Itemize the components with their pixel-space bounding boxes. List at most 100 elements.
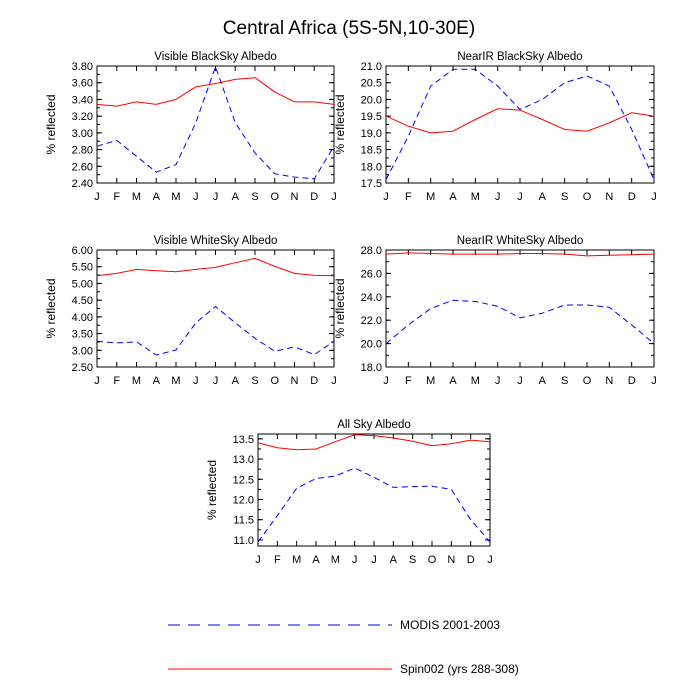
series-spin002-yrs-288-308- bbox=[385, 108, 655, 134]
x-tick-label: M bbox=[426, 191, 435, 203]
y-tick-label: 17.5 bbox=[361, 178, 382, 190]
x-tick-label: O bbox=[583, 191, 592, 203]
legend-item: Spin002 (yrs 288-308) bbox=[168, 662, 519, 676]
y-tick-label: 2.40 bbox=[72, 178, 93, 190]
legend-item: MODIS 2001-2003 bbox=[168, 618, 500, 632]
y-tick-label: 12.0 bbox=[233, 495, 254, 507]
y-tick-label: 21.0 bbox=[361, 61, 382, 73]
x-tick-label: N bbox=[605, 375, 613, 387]
panel-3: Visible WhiteSky Albedo % reflected 2.50 3.… bbox=[44, 235, 337, 387]
x-tick-label: J bbox=[331, 191, 337, 203]
y-tick-label: 3.00 bbox=[72, 345, 93, 357]
panel-title: NearIR WhiteSky Albedo bbox=[457, 235, 584, 247]
x-tick-label: N bbox=[291, 191, 299, 203]
y-tick-label: 24.0 bbox=[361, 292, 382, 304]
x-tick-label: N bbox=[291, 375, 299, 387]
x-tick-label: J bbox=[487, 554, 493, 566]
x-tick-label: J bbox=[193, 375, 199, 387]
legend-label: Spin002 (yrs 288-308) bbox=[400, 662, 519, 676]
x-tick-label: J bbox=[371, 554, 377, 566]
y-tick-label: 11.5 bbox=[233, 515, 254, 527]
y-tick-label: 20.5 bbox=[361, 78, 382, 90]
x-tick-label: J bbox=[213, 375, 219, 387]
x-tick-label: A bbox=[449, 191, 457, 203]
x-tick-label: N bbox=[605, 191, 613, 203]
series-line bbox=[96, 305, 335, 356]
x-tick-label: F bbox=[274, 554, 281, 566]
y-axis-label: % reflected bbox=[44, 278, 58, 338]
y-tick-label: 19.0 bbox=[361, 128, 382, 140]
panel-title: All Sky Albedo bbox=[337, 419, 411, 431]
y-tick-label: 3.40 bbox=[72, 94, 93, 106]
y-tick-label: 5.50 bbox=[72, 262, 93, 274]
x-tick-label: O bbox=[270, 191, 279, 203]
panel-2: NearIR BlackSky Albedo % reflected 17.5 18.… bbox=[333, 51, 657, 203]
x-tick-label: J bbox=[255, 554, 261, 566]
series-spin002-yrs-288-308- bbox=[96, 257, 335, 277]
x-tick-label: M bbox=[132, 191, 141, 203]
x-tick-label: O bbox=[428, 554, 437, 566]
x-tick-label: J bbox=[383, 191, 389, 203]
y-tick-label: 12.5 bbox=[233, 474, 254, 486]
x-tick-label: J bbox=[517, 191, 523, 203]
x-tick-label: J bbox=[517, 375, 523, 387]
x-tick-label: O bbox=[270, 375, 279, 387]
x-tick-label: O bbox=[583, 375, 592, 387]
series-modis-2001-2003 bbox=[96, 65, 335, 180]
series-line bbox=[96, 77, 335, 107]
x-tick-label: M bbox=[171, 191, 180, 203]
x-tick-label: J bbox=[651, 191, 657, 203]
panel-5: All Sky Albedo % reflected 11.0 11.5 12.0 12.… bbox=[205, 419, 493, 566]
panel-title: NearIR BlackSky Albedo bbox=[457, 51, 582, 63]
y-tick-label: 2.80 bbox=[72, 145, 93, 157]
series-modis-2001-2003 bbox=[385, 68, 655, 180]
figure-title: Central Africa (5S-5N,10-30E) bbox=[223, 18, 475, 39]
x-tick-label: J bbox=[495, 191, 501, 203]
x-tick-label: J bbox=[383, 375, 389, 387]
y-axis-label: % reflected bbox=[205, 460, 219, 520]
x-tick-label: A bbox=[390, 554, 398, 566]
panel-4: NearIR WhiteSky Albedo % reflected 18.0 20.… bbox=[333, 235, 657, 387]
x-tick-label: J bbox=[193, 191, 199, 203]
x-tick-label: S bbox=[251, 375, 258, 387]
y-tick-label: 18.0 bbox=[361, 362, 382, 374]
y-tick-label: 19.5 bbox=[361, 111, 382, 123]
series-line bbox=[96, 257, 335, 277]
y-tick-label: 5.00 bbox=[72, 278, 93, 290]
x-tick-label: A bbox=[232, 375, 240, 387]
x-tick-label: J bbox=[495, 375, 501, 387]
series-line bbox=[257, 467, 491, 543]
y-tick-label: 6.00 bbox=[72, 245, 93, 257]
legend-label: MODIS 2001-2003 bbox=[400, 618, 500, 632]
x-tick-label: D bbox=[467, 554, 475, 566]
x-tick-label: D bbox=[310, 375, 318, 387]
series-spin002-yrs-288-308- bbox=[385, 252, 655, 257]
y-tick-label: 28.0 bbox=[361, 245, 382, 257]
x-tick-label: M bbox=[471, 375, 480, 387]
y-tick-label: 13.0 bbox=[233, 454, 254, 466]
x-tick-label: J bbox=[94, 375, 100, 387]
plot-frame bbox=[385, 65, 655, 184]
x-tick-label: F bbox=[113, 375, 120, 387]
x-tick-label: J bbox=[352, 554, 358, 566]
x-tick-label: S bbox=[561, 191, 568, 203]
series-line bbox=[385, 299, 655, 344]
x-tick-label: J bbox=[213, 191, 219, 203]
series-modis-2001-2003 bbox=[385, 299, 655, 344]
x-tick-label: D bbox=[628, 191, 636, 203]
x-tick-label: M bbox=[132, 375, 141, 387]
x-tick-label: M bbox=[471, 191, 480, 203]
series-modis-2001-2003 bbox=[96, 305, 335, 356]
x-tick-label: S bbox=[561, 375, 568, 387]
x-tick-label: A bbox=[153, 375, 161, 387]
x-tick-label: F bbox=[405, 375, 412, 387]
x-tick-label: M bbox=[331, 554, 340, 566]
x-tick-label: F bbox=[405, 191, 412, 203]
x-tick-label: J bbox=[651, 375, 657, 387]
x-tick-label: M bbox=[426, 375, 435, 387]
x-tick-label: A bbox=[539, 375, 547, 387]
y-axis-label: % reflected bbox=[333, 278, 347, 338]
panel-title: Visible WhiteSky Albedo bbox=[154, 235, 278, 247]
y-tick-label: 2.50 bbox=[72, 362, 93, 374]
